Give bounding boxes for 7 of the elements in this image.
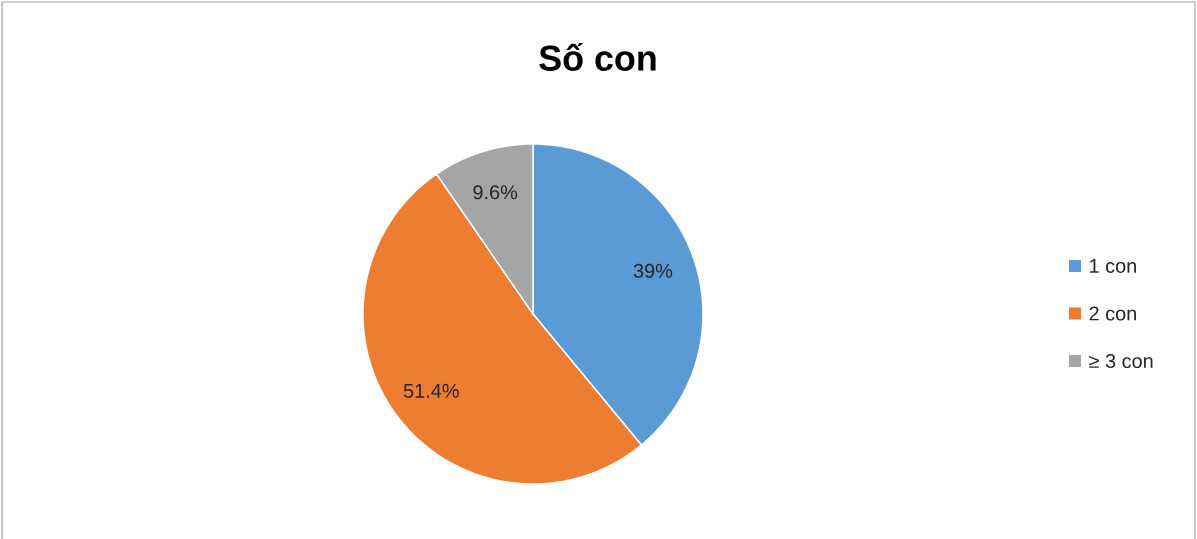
chart-title: Số con	[539, 43, 656, 71]
legend-label: ≥ 3 con	[1089, 353, 1153, 369]
data-label: 39%	[633, 263, 673, 278]
data-label: 51.4%	[403, 383, 459, 398]
legend-label: 2 con	[1089, 306, 1136, 321]
legend-label: 1 con	[1090, 259, 1136, 273]
data-label: 9.6%	[473, 185, 518, 200]
